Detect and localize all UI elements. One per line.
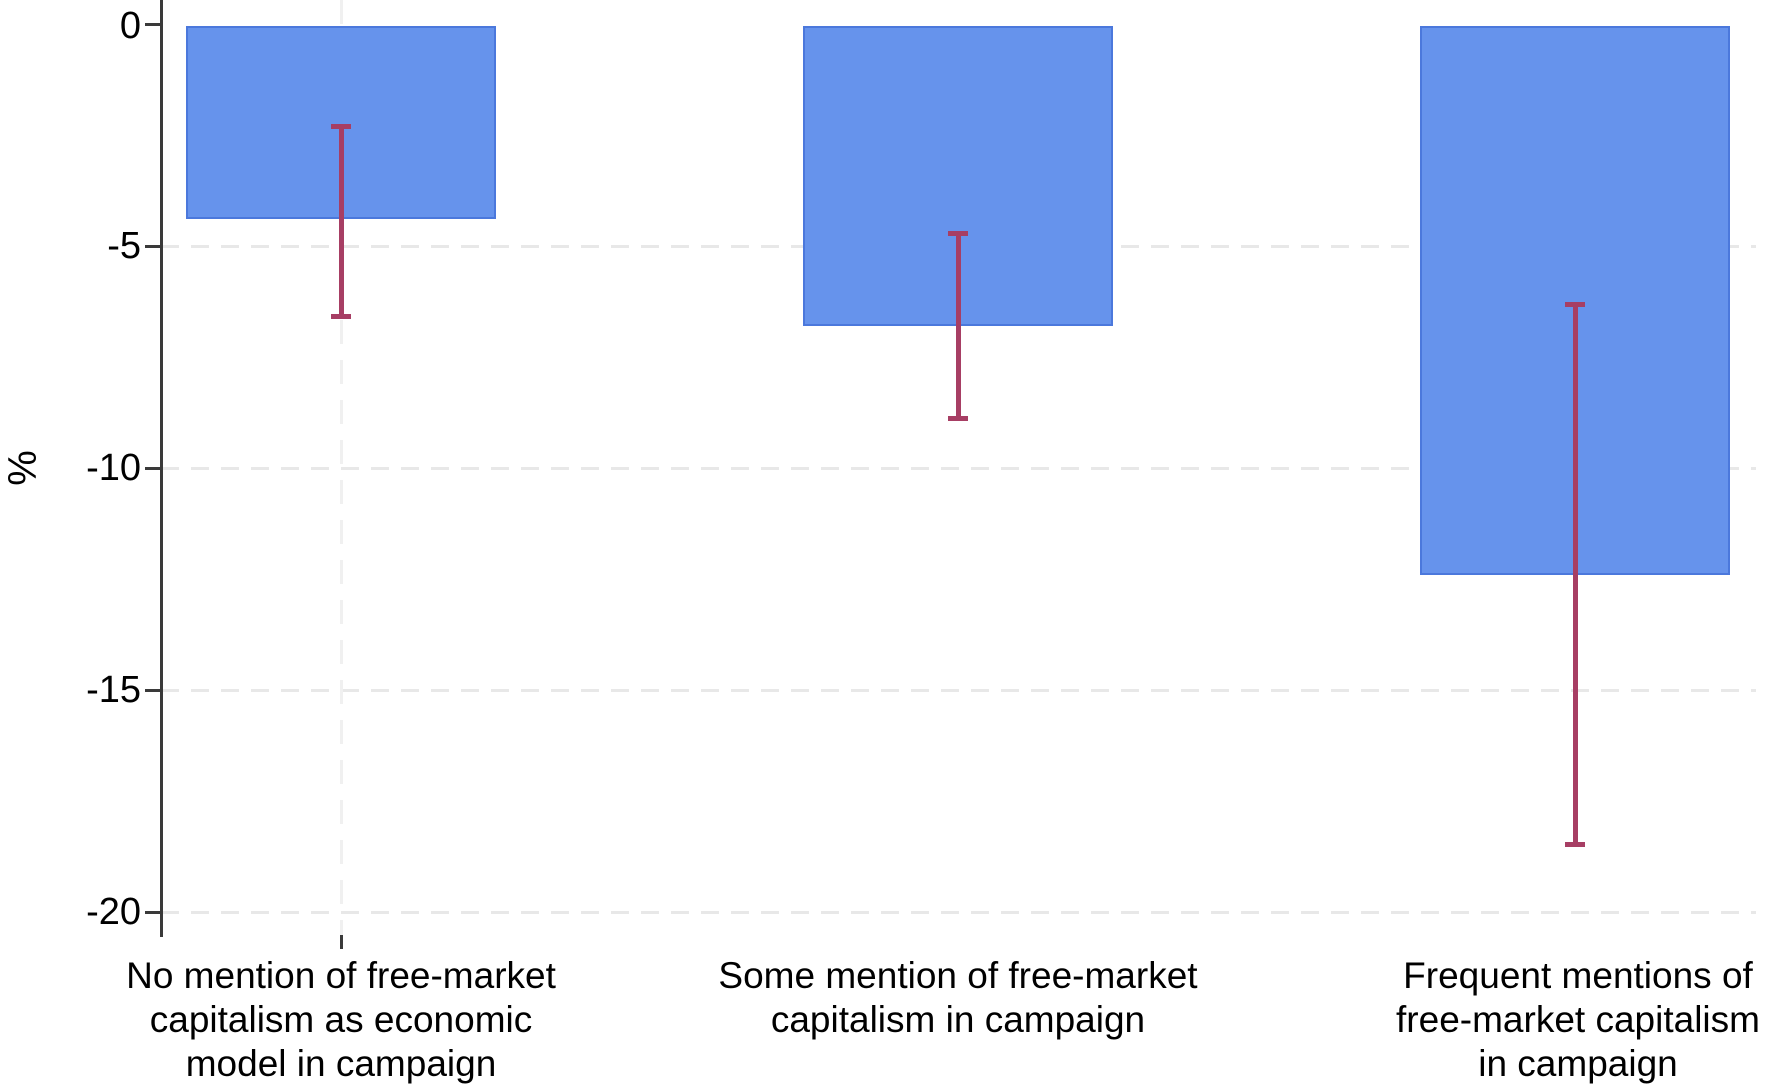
category-gridline	[339, 0, 343, 948]
y-axis-line	[160, 0, 163, 937]
y-tick	[145, 466, 161, 470]
error-bar-line	[338, 126, 344, 318]
y-tick-label-0: 0	[119, 5, 141, 47]
category-label-some-mention: Some mention of free-market capitalism i…	[718, 955, 1198, 1040]
y-tick-label-neg10: -10	[86, 447, 141, 489]
y-gridline	[161, 910, 1756, 914]
category-label-no-mention: No mention of free-market capitalism as …	[126, 955, 556, 1084]
y-gridline	[161, 466, 1756, 470]
y-tick-label-neg5: -5	[107, 225, 141, 267]
bar	[186, 26, 496, 220]
error-bar-cap-top	[331, 124, 351, 130]
y-gridline	[161, 688, 1756, 692]
error-bar-cap-bottom	[1565, 842, 1585, 848]
error-bar-line	[955, 232, 961, 420]
error-bar-cap-bottom	[331, 314, 351, 320]
error-bar-cap-bottom	[948, 416, 968, 422]
y-tick	[145, 910, 161, 914]
error-bar-cap-top	[1565, 301, 1585, 307]
category-label-frequent-mentions: Frequent mentions of free-market capital…	[1396, 955, 1760, 1084]
error-bar-line	[1572, 303, 1578, 846]
category-tick	[339, 935, 343, 949]
y-tick-label-neg20: -20	[86, 891, 141, 933]
y-tick	[145, 244, 161, 248]
y-tick	[145, 22, 161, 26]
y-tick	[145, 688, 161, 692]
y-tick-label-neg15: -15	[86, 669, 141, 711]
error-bar-cap-top	[948, 230, 968, 236]
